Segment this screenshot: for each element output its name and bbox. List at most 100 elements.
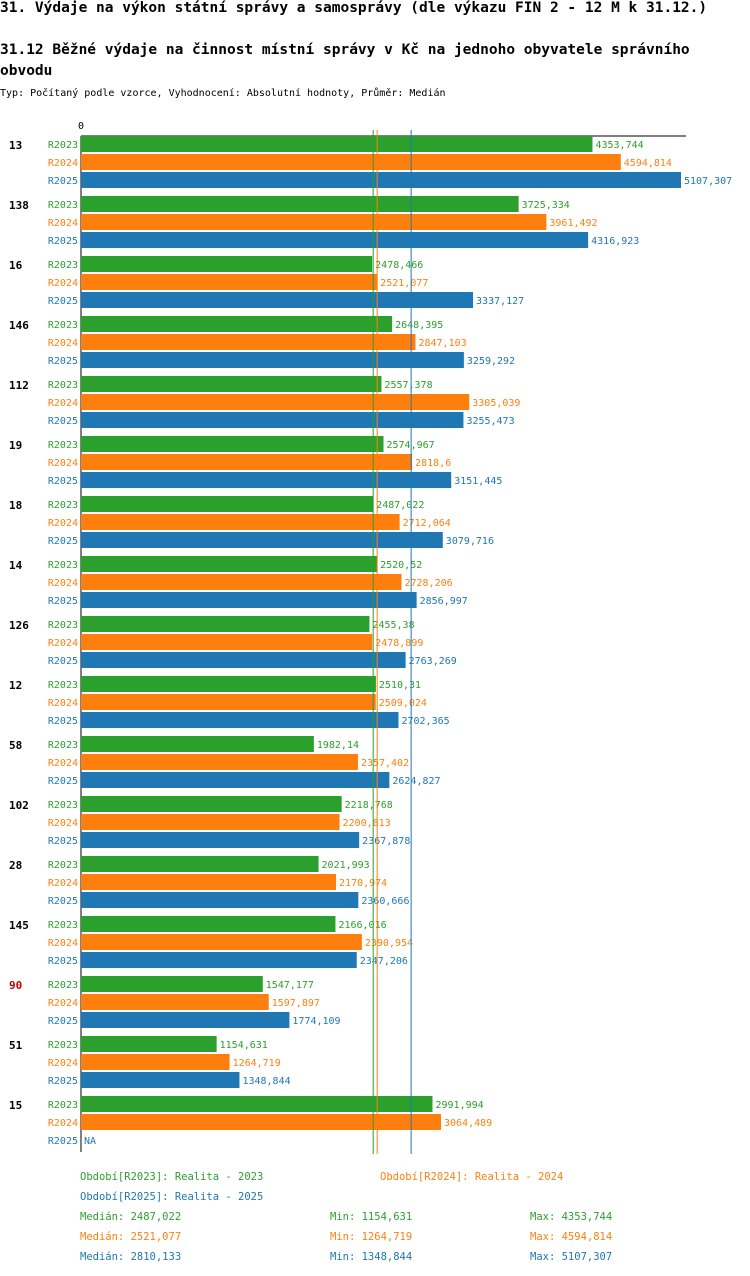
data-label: 3079,716 [446,536,494,547]
category-label: 90 [9,979,22,992]
series-label: R2024 [48,998,78,1009]
series-label: R2023 [48,860,78,871]
series-label: R2023 [48,920,78,931]
data-label: 2166,016 [338,920,386,931]
data-label: 3259,292 [467,356,515,367]
legend-max-r2025: Max: 5107,307 [530,1251,613,1263]
data-label: 2478,466 [375,260,423,271]
legend-median-r2024: Medián: 2521,077 [80,1231,182,1243]
data-label: 2557,378 [384,380,432,391]
series-label: R2024 [48,278,78,289]
legend-min-r2025: Min: 1348,844 [330,1251,413,1263]
data-label: 4316,923 [591,236,639,247]
category-label: 18 [9,499,22,512]
data-label: 2856,997 [420,596,468,607]
series-label: R2025 [48,896,78,907]
bar-r2025 [81,1072,240,1088]
category-label: 28 [9,859,22,872]
series-label: R2024 [48,578,78,589]
bar-r2023 [81,676,376,692]
data-label: 2520,52 [380,560,422,571]
data-label: 2478,899 [375,638,423,649]
bar-r2024 [81,634,373,650]
bar-r2024 [81,754,358,770]
data-label: 5107,307 [684,176,732,187]
bar-r2024 [81,574,402,590]
bar-r2023 [81,316,393,332]
legend-period-r2025: Období[R2025]: Realita - 2025 [80,1191,264,1203]
bar-r2024 [81,514,400,530]
series-label: R2025 [48,176,78,187]
series-label: R2023 [48,440,78,451]
legend-max-r2024: Max: 4594,814 [530,1231,613,1243]
series-label: R2024 [48,938,78,949]
legend-max-r2023: Max: 4353,744 [530,1211,613,1223]
data-label: 1597,897 [272,998,320,1009]
data-label: 2818,6 [415,458,451,469]
bar-r2024 [81,334,416,350]
bar-r2023 [81,856,319,872]
data-label: 2847,103 [418,338,466,349]
chart-title: 31.12 Běžné výdaje na činnost místní spr… [0,42,690,79]
category-label: 146 [9,319,29,332]
bar-r2023 [81,256,373,272]
category-label: 19 [9,439,22,452]
data-label: 1264,719 [233,1058,281,1069]
series-label: R2023 [48,680,78,691]
x-axis-zero-label: 0 [78,121,84,132]
legend-period-r2024: Období[R2024]: Realita - 2024 [380,1171,564,1183]
data-label: 2200,813 [343,818,391,829]
category-label: 126 [9,619,29,632]
bar-r2023 [81,556,378,572]
legend-min-r2023: Min: 1154,631 [330,1211,413,1223]
data-label: 3151,445 [454,476,502,487]
bar-r2024 [81,454,413,470]
series-label: R2024 [48,338,78,349]
series-label: R2025 [48,836,78,847]
chart-type-info: Typ: Počítaný podle vzorce, Vyhodnocení:… [0,88,446,99]
series-label: R2025 [48,656,78,667]
data-label: 2367,878 [362,836,410,847]
series-label: R2023 [48,140,78,151]
data-label: 2487,022 [376,500,424,511]
data-label: 3064,489 [444,1118,492,1129]
category-label: 16 [9,259,23,272]
series-label: R2024 [48,1118,78,1129]
category-label: 12 [9,679,22,692]
bar-r2025 [81,292,474,308]
bar-r2023 [81,976,263,992]
series-label: R2023 [48,200,78,211]
series-label: R2023 [48,1100,78,1111]
series-label: R2025 [48,596,78,607]
category-label: 51 [9,1039,23,1052]
bar-r2023 [81,196,519,212]
data-label: 3255,473 [466,416,514,427]
bar-r2025 [81,532,443,548]
series-label: R2024 [48,458,78,469]
bar-r2025 [81,892,359,908]
category-label: 13 [9,139,22,152]
data-label: 2624,827 [392,776,440,787]
series-label: R2024 [48,518,78,529]
data-label: 2357,402 [361,758,409,769]
bar-r2025 [81,712,399,728]
series-label: R2025 [48,356,78,367]
series-label: R2023 [48,380,78,391]
data-label: 2521,077 [380,278,428,289]
data-label: 1982,14 [317,740,359,751]
data-label: 2218,768 [345,800,393,811]
bar-r2023 [81,736,314,752]
data-label: 2728,206 [405,578,453,589]
series-label: R2025 [48,296,78,307]
bar-r2025 [81,772,390,788]
series-label: R2024 [48,638,78,649]
bar-r2024 [81,694,376,710]
bar-r2024 [81,274,378,290]
series-label: R2025 [48,416,78,427]
bar-r2024 [81,1054,230,1070]
bar-r2024 [81,1114,442,1130]
category-label: 15 [9,1099,22,1112]
bar-r2025 [81,832,360,848]
bar-r2025 [81,652,406,668]
data-label: 2360,666 [361,896,409,907]
